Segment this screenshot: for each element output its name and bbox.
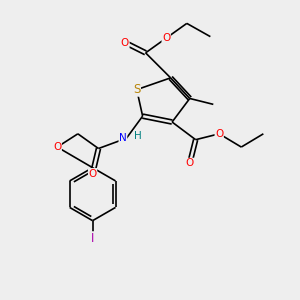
Text: N: N [119,133,127,143]
Text: O: O [88,169,97,178]
Text: I: I [91,232,94,245]
Text: O: O [121,38,129,47]
Text: H: H [134,131,142,141]
Text: O: O [162,33,170,43]
Text: O: O [215,129,223,139]
Text: O: O [53,142,61,152]
Text: S: S [133,83,140,96]
Text: O: O [186,158,194,168]
